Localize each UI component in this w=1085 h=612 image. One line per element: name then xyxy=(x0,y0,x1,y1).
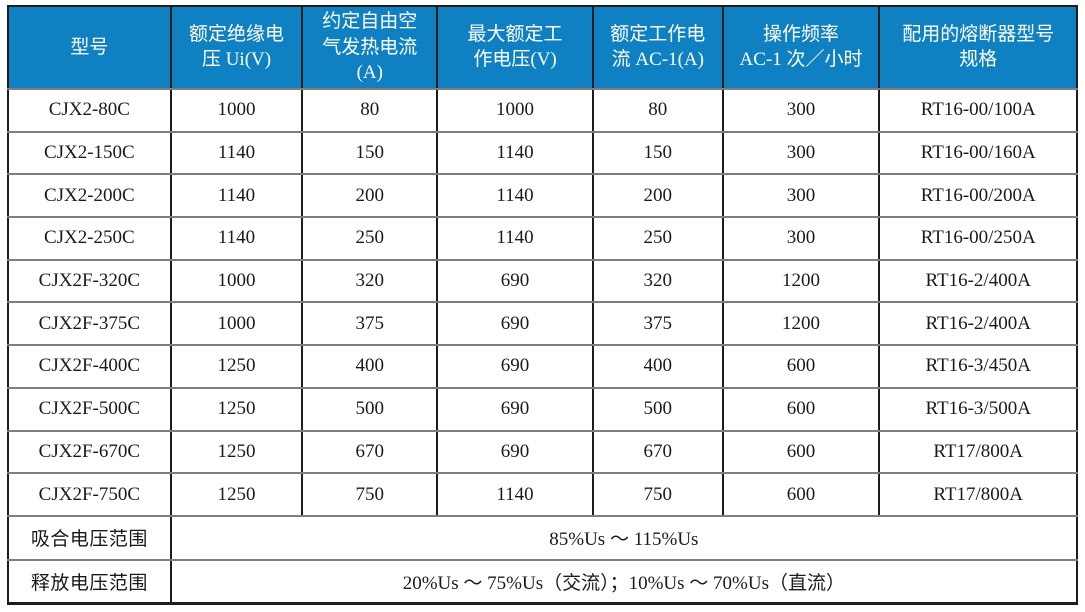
fuse-model-cell: RT16-3/450A xyxy=(878,344,1078,389)
thermal-current-cell: 375 xyxy=(301,301,439,347)
working-current-cell: 375 xyxy=(591,301,724,347)
working-current-cell: 320 xyxy=(591,258,724,304)
thermal-current-cell: 670 xyxy=(301,429,439,475)
operating-frequency-cell: 300 xyxy=(721,216,881,261)
table-row: CJX2F-500C 1250 500 690 500 600 RT16-3/500A xyxy=(7,386,1078,432)
max-working-voltage-cell: 1140 xyxy=(436,130,594,176)
fuse-model-cell: RT17/800A xyxy=(878,472,1078,517)
max-working-voltage-cell: 690 xyxy=(436,429,594,475)
col-header-fuse-model: 配用的熔断器型号 规格 xyxy=(878,5,1078,90)
table-row: CJX2-150C 1140 150 1140 150 300 RT16-00/160A xyxy=(7,130,1078,176)
release-voltage-value: 20%Us ～ 75%Us（交流）；10%Us ～ 70%Us（直流） xyxy=(169,558,1079,605)
insulation-voltage-cell: 1250 xyxy=(169,386,304,432)
operating-frequency-cell: 1200 xyxy=(721,301,881,347)
model-cell: CJX2-80C xyxy=(7,87,172,133)
insulation-voltage-cell: 1000 xyxy=(169,87,304,133)
contactor-spec-table: 型号 额定绝缘电 压 Ui(V) 约定自由空 气发热电流 (A) 最大额定工 作… xyxy=(7,5,1079,605)
pickup-voltage-label: 吸合电压范围 xyxy=(7,514,172,561)
col-header-model: 型号 xyxy=(7,5,172,90)
model-cell: CJX2F-750C xyxy=(7,472,172,517)
header-row: 型号 额定绝缘电 压 Ui(V) 约定自由空 气发热电流 (A) 最大额定工 作… xyxy=(7,5,1078,90)
model-cell: CJX2F-500C xyxy=(7,386,172,432)
table-row: CJX2F-320C 1000 320 690 320 1200 RT16-2/400A xyxy=(7,258,1078,304)
thermal-current-cell: 400 xyxy=(301,344,439,389)
working-current-cell: 500 xyxy=(591,386,724,432)
col-header-max-rated-working-voltage: 最大额定工 作电压(V) xyxy=(436,5,594,90)
operating-frequency-cell: 600 xyxy=(721,472,881,517)
col-header-rated-insulation-voltage: 额定绝缘电 压 Ui(V) xyxy=(169,5,304,90)
col-header-rated-working-current: 额定工作电 流 AC-1(A) xyxy=(591,5,724,90)
max-working-voltage-cell: 1140 xyxy=(436,216,594,261)
operating-frequency-cell: 600 xyxy=(721,344,881,389)
model-cell: CJX2-250C xyxy=(7,216,172,261)
thermal-current-cell: 150 xyxy=(301,130,439,176)
fuse-model-cell: RT17/800A xyxy=(878,429,1078,475)
model-cell: CJX2-150C xyxy=(7,130,172,176)
thermal-current-cell: 200 xyxy=(301,173,439,219)
max-working-voltage-cell: 1000 xyxy=(436,87,594,133)
model-cell: CJX2-200C xyxy=(7,173,172,219)
model-cell: CJX2F-320C xyxy=(7,258,172,304)
operating-frequency-cell: 300 xyxy=(721,87,881,133)
release-voltage-row: 释放电压范围 20%Us ～ 75%Us（交流）；10%Us ～ 70%Us（直… xyxy=(7,558,1079,605)
table-row: CJX2F-670C 1250 670 690 670 600 RT17/800A xyxy=(7,429,1078,475)
insulation-voltage-cell: 1250 xyxy=(169,344,304,389)
fuse-model-cell: RT16-00/100A xyxy=(878,87,1078,133)
fuse-model-cell: RT16-00/250A xyxy=(878,216,1078,261)
col-header-free-air-thermal-current: 约定自由空 气发热电流 (A) xyxy=(301,5,439,90)
model-cell: CJX2F-375C xyxy=(7,301,172,347)
table-row: CJX2F-375C 1000 375 690 375 1200 RT16-2/400A xyxy=(7,301,1078,347)
working-current-cell: 200 xyxy=(591,173,724,219)
max-working-voltage-cell: 690 xyxy=(436,301,594,347)
working-current-cell: 400 xyxy=(591,344,724,389)
insulation-voltage-cell: 1000 xyxy=(169,301,304,347)
release-voltage-label: 释放电压范围 xyxy=(7,558,172,605)
table-row: CJX2-80C 1000 80 1000 80 300 RT16-00/100A xyxy=(7,87,1078,133)
operating-frequency-cell: 600 xyxy=(721,386,881,432)
working-current-cell: 80 xyxy=(591,87,724,133)
max-working-voltage-cell: 1140 xyxy=(436,173,594,219)
insulation-voltage-cell: 1140 xyxy=(169,216,304,261)
insulation-voltage-cell: 1250 xyxy=(169,429,304,475)
working-current-cell: 250 xyxy=(591,216,724,261)
fuse-model-cell: RT16-3/500A xyxy=(878,386,1078,432)
thermal-current-cell: 250 xyxy=(301,216,439,261)
working-current-cell: 150 xyxy=(591,130,724,176)
insulation-voltage-cell: 1250 xyxy=(169,472,304,517)
max-working-voltage-cell: 690 xyxy=(436,386,594,432)
working-current-cell: 750 xyxy=(591,472,724,517)
pickup-voltage-value: 85%Us ～ 115%Us xyxy=(169,514,1079,561)
insulation-voltage-cell: 1000 xyxy=(169,258,304,304)
fuse-model-cell: RT16-00/160A xyxy=(878,130,1078,176)
operating-frequency-cell: 1200 xyxy=(721,258,881,304)
table-row: CJX2-250C 1140 250 1140 250 300 RT16-00/250A xyxy=(7,216,1078,261)
max-working-voltage-cell: 690 xyxy=(436,344,594,389)
max-working-voltage-cell: 690 xyxy=(436,258,594,304)
working-current-cell: 670 xyxy=(591,429,724,475)
operating-frequency-cell: 300 xyxy=(721,173,881,219)
model-cell: CJX2F-400C xyxy=(7,344,172,389)
insulation-voltage-cell: 1140 xyxy=(169,130,304,176)
table-row: CJX2F-750C 1250 750 1140 750 600 RT17/800A xyxy=(7,472,1078,517)
operating-frequency-cell: 600 xyxy=(721,429,881,475)
operating-frequency-cell: 300 xyxy=(721,130,881,176)
pickup-voltage-row: 吸合电压范围 85%Us ～ 115%Us xyxy=(7,514,1079,561)
model-cell: CJX2F-670C xyxy=(7,429,172,475)
insulation-voltage-cell: 1140 xyxy=(169,173,304,219)
thermal-current-cell: 750 xyxy=(301,472,439,517)
fuse-model-cell: RT16-2/400A xyxy=(878,258,1078,304)
fuse-model-cell: RT16-00/200A xyxy=(878,173,1078,219)
table-row: CJX2F-400C 1250 400 690 400 600 RT16-3/450A xyxy=(7,344,1078,389)
thermal-current-cell: 320 xyxy=(301,258,439,304)
fuse-model-cell: RT16-2/400A xyxy=(878,301,1078,347)
table-row: CJX2-200C 1140 200 1140 200 300 RT16-00/200A xyxy=(7,173,1078,219)
thermal-current-cell: 500 xyxy=(301,386,439,432)
thermal-current-cell: 80 xyxy=(301,87,439,133)
max-working-voltage-cell: 1140 xyxy=(436,472,594,517)
col-header-operating-frequency: 操作频率 AC-1 次／小时 xyxy=(721,5,881,90)
